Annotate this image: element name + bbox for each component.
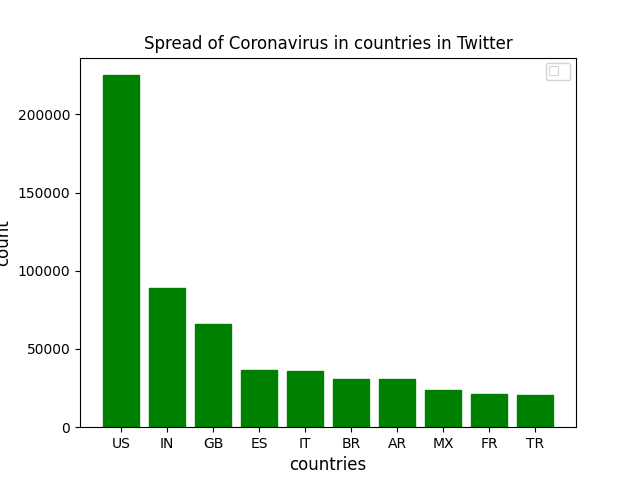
Bar <box>287 371 323 427</box>
Title: Spread of Coronavirus in countries in Twitter: Spread of Coronavirus in countries in Tw… <box>143 35 513 53</box>
Y-axis label: count: count <box>0 219 12 266</box>
Bar <box>102 75 140 427</box>
X-axis label: countries: countries <box>289 456 367 474</box>
Bar <box>470 394 508 427</box>
Bar <box>516 395 554 427</box>
Bar <box>379 380 415 427</box>
Bar <box>148 288 186 427</box>
Legend:  <box>546 63 570 80</box>
Bar <box>195 324 232 427</box>
Bar <box>241 370 277 427</box>
Bar <box>424 390 461 427</box>
Bar <box>333 379 369 427</box>
